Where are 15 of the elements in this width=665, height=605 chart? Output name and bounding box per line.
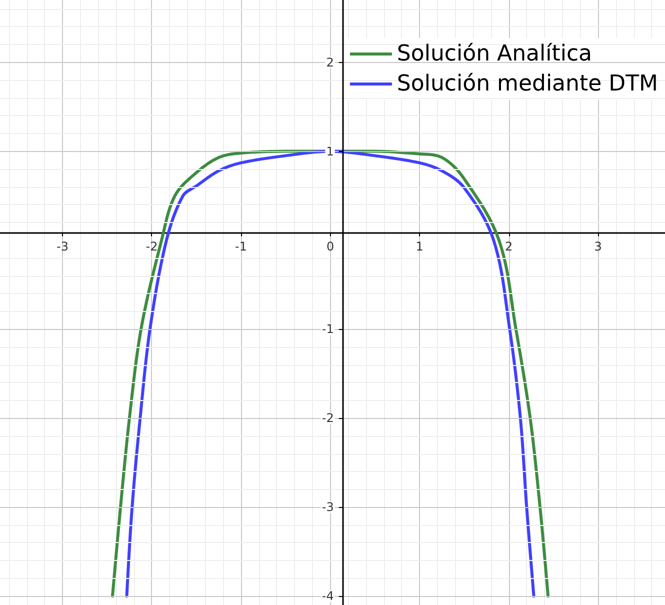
x-tick-label: -3 — [56, 239, 68, 254]
x-tick-label: 3 — [594, 239, 602, 254]
legend-label: Solución Analítica — [396, 42, 592, 66]
y-tick-label: 2 — [326, 55, 334, 70]
legend-label: Solución mediante DTM — [396, 72, 658, 96]
y-tick-label: -4 — [322, 589, 334, 604]
x-tick-label: 2 — [504, 239, 513, 254]
x-tick-label: -2 — [146, 239, 158, 254]
x-tick-label: 0 — [326, 239, 334, 254]
y-tick-label: 1 — [326, 144, 334, 158]
y-tick-label: -2 — [322, 411, 334, 426]
x-tick-label: -1 — [235, 239, 247, 254]
y-tick-label: -3 — [322, 500, 334, 514]
x-tick-label: 1 — [416, 239, 424, 254]
y-tick-label: -1 — [322, 322, 334, 336]
